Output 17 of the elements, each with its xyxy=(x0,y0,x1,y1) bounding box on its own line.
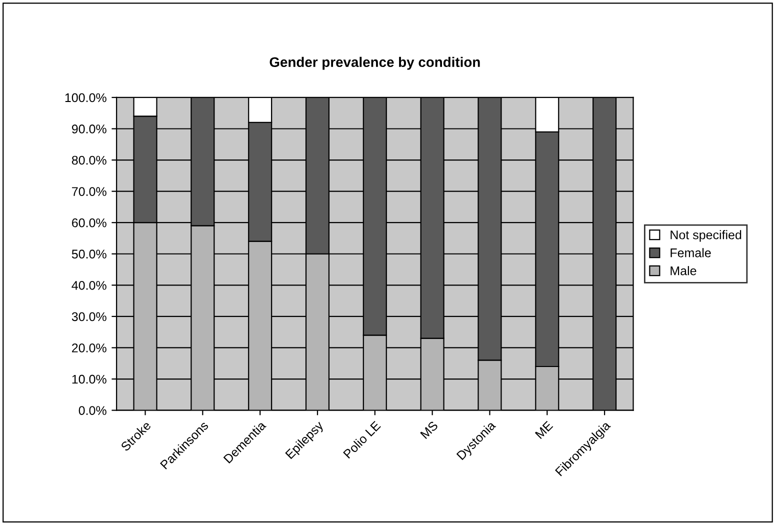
y-tick-label: 50.0% xyxy=(72,250,106,259)
legend-label: Not specified xyxy=(670,230,742,242)
y-tick-label: 70.0% xyxy=(72,187,106,196)
y-tick-label: 60.0% xyxy=(72,218,106,228)
y-tick-label: 40.0% xyxy=(72,280,106,290)
y-tick-label: 30.0% xyxy=(72,312,106,322)
y-tick-label: 0.0% xyxy=(78,406,106,415)
chart-title: Gender prevalence by condition xyxy=(270,56,480,70)
x-tick-label: ME xyxy=(534,420,554,439)
y-tick-label: 80.0% xyxy=(72,156,106,165)
y-tick-label: 20.0% xyxy=(72,344,106,352)
legend-label: Male xyxy=(670,266,696,276)
legend-label: Female xyxy=(670,248,711,258)
x-tick-label: MS xyxy=(420,420,438,440)
y-tick-label: 100.0% xyxy=(65,93,106,102)
y-tick-label: 90.0% xyxy=(72,124,106,134)
y-tick-label: 10.0% xyxy=(72,374,106,384)
